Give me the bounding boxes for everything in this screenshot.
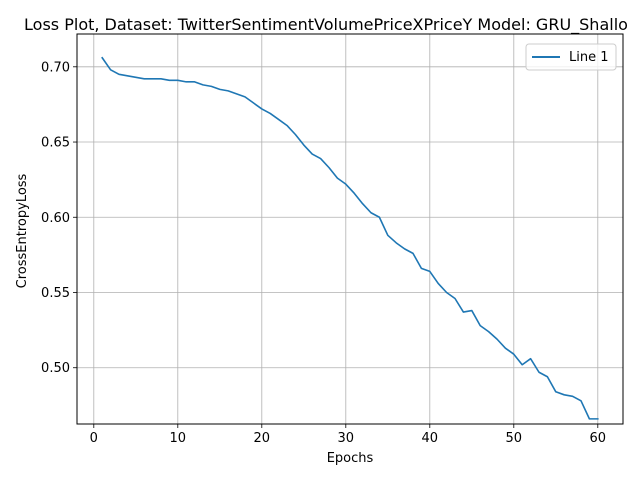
- x-tick-label: 30: [338, 431, 355, 446]
- chart-title: Loss Plot, Dataset: TwitterSentimentVolu…: [24, 15, 628, 35]
- x-tick-label: 60: [590, 431, 607, 446]
- y-tick-label: 0.55: [41, 286, 70, 301]
- x-tick-label: 50: [506, 431, 523, 446]
- grid: [77, 34, 623, 424]
- legend: Line 1: [525, 43, 617, 71]
- y-tick-label: 0.50: [41, 361, 70, 376]
- y-tick-label: 0.65: [41, 136, 70, 151]
- y-tick-label: 0.60: [41, 211, 70, 226]
- x-tick-label: 0: [90, 431, 98, 446]
- x-tick-label: 20: [254, 431, 271, 446]
- y-axis-label: CrossEntropyLoss: [15, 173, 30, 288]
- plot-frame: [76, 33, 624, 425]
- x-tick-label: 10: [170, 431, 187, 446]
- x-axis-label: Epochs: [327, 451, 374, 466]
- plot-lines: [101, 56, 599, 420]
- y-tick-label: 0.70: [41, 60, 70, 75]
- x-tick-label: 40: [422, 431, 439, 446]
- legend-frame: [525, 43, 617, 71]
- legend-label-line-1: Line 1: [569, 50, 609, 65]
- series-line-1: [101, 56, 599, 420]
- axis-ticks: 0 10 20 30 40 50 60 0.50 0.55 0.60 0.65 0.70: [41, 60, 606, 446]
